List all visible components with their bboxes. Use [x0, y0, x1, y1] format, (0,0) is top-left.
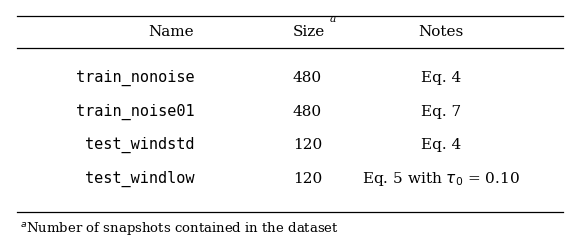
Text: Name: Name	[148, 25, 194, 39]
Text: 120: 120	[293, 138, 322, 152]
Text: Eq. 7: Eq. 7	[420, 105, 461, 119]
Text: train_noise01: train_noise01	[75, 103, 194, 120]
Text: test_windlow: test_windlow	[85, 171, 194, 187]
Text: test_windstd: test_windstd	[85, 137, 194, 153]
Text: Size: Size	[293, 25, 325, 39]
Text: Eq. 5 with $\tau_0$ = 0.10: Eq. 5 with $\tau_0$ = 0.10	[362, 170, 520, 188]
Text: train_nonoise: train_nonoise	[75, 70, 194, 86]
Text: 480: 480	[293, 71, 322, 85]
Text: Eq. 4: Eq. 4	[420, 71, 461, 85]
Text: Notes: Notes	[418, 25, 463, 39]
Text: Eq. 4: Eq. 4	[420, 138, 461, 152]
Text: 480: 480	[293, 105, 322, 119]
Text: $^{a}$Number of snapshots contained in the dataset: $^{a}$Number of snapshots contained in t…	[20, 220, 339, 237]
Text: a: a	[329, 14, 336, 24]
Text: 120: 120	[293, 172, 322, 186]
